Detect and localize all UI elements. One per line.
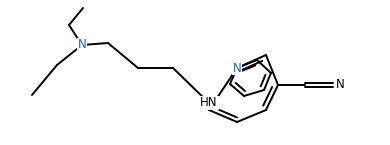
Text: N: N <box>78 39 86 51</box>
Text: N: N <box>232 61 241 75</box>
Text: HN: HN <box>200 97 218 109</box>
Text: N: N <box>336 78 344 91</box>
